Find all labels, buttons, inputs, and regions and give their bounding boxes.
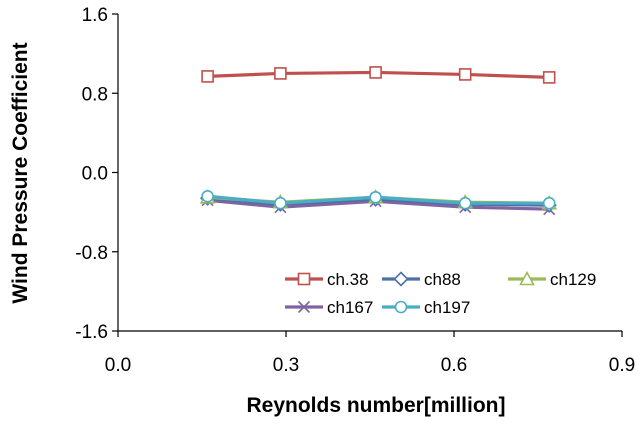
x-axis-ticks: 0.0 0.3 0.6 0.9 (105, 331, 635, 376)
series-ch38 (201, 66, 556, 84)
data-point-ch38 (274, 67, 287, 80)
legend-swatch-marker (297, 300, 311, 314)
legend-swatch-marker-stroke (297, 300, 311, 314)
series-ch197 (201, 189, 556, 210)
data-point-ch38 (542, 71, 556, 84)
legend-swatch-marker (393, 271, 409, 287)
y-tick-label: 1.6 (82, 5, 108, 26)
legend-item-ch88: ch88 (382, 270, 461, 289)
legend-item-ch38: ch.38 (285, 270, 369, 289)
y-axis-ticks: 1.6 0.8 0.0 -0.8 -1.6 (75, 5, 118, 343)
legend: ch.38 ch88 ch129 ch167 ch197 (285, 270, 596, 317)
legend-item-ch197: ch197 (382, 298, 470, 317)
series-layer (199, 66, 558, 216)
plot-frame (117, 14, 622, 332)
legend-label: ch.38 (327, 270, 369, 289)
data-point-ch197 (542, 196, 556, 210)
legend-label: ch129 (550, 270, 596, 289)
data-point-ch197 (201, 189, 214, 203)
data-point-ch197 (274, 196, 287, 210)
legend-label: ch88 (424, 270, 461, 289)
x-tick-label: 0.0 (105, 355, 131, 376)
y-tick-label: -0.8 (75, 243, 108, 264)
data-point-ch197 (458, 196, 472, 210)
legend-label: ch197 (424, 298, 470, 317)
x-tick-label: 0.6 (441, 355, 467, 376)
data-point-ch38 (201, 70, 214, 83)
x-axis-title: Reynolds number[million] (246, 394, 505, 417)
data-point-ch197 (369, 190, 382, 204)
legend-swatch-marker (394, 300, 408, 314)
legend-swatch-marker (519, 270, 535, 286)
y-tick-label: -1.6 (75, 322, 108, 343)
x-tick-label: 0.3 (273, 355, 299, 376)
y-tick-label: 0.8 (82, 84, 108, 105)
y-tick-label: 0.0 (82, 164, 108, 185)
legend-swatch-marker (297, 272, 311, 286)
legend-item-ch129: ch129 (508, 270, 596, 289)
data-point-ch38 (458, 68, 472, 81)
y-axis-title: Wind Pressure Coefficient (9, 42, 32, 303)
x-tick-label: 0.9 (609, 355, 635, 376)
data-point-ch38 (369, 66, 382, 79)
legend-item-ch167: ch167 (285, 298, 373, 317)
legend-label: ch167 (327, 298, 373, 317)
